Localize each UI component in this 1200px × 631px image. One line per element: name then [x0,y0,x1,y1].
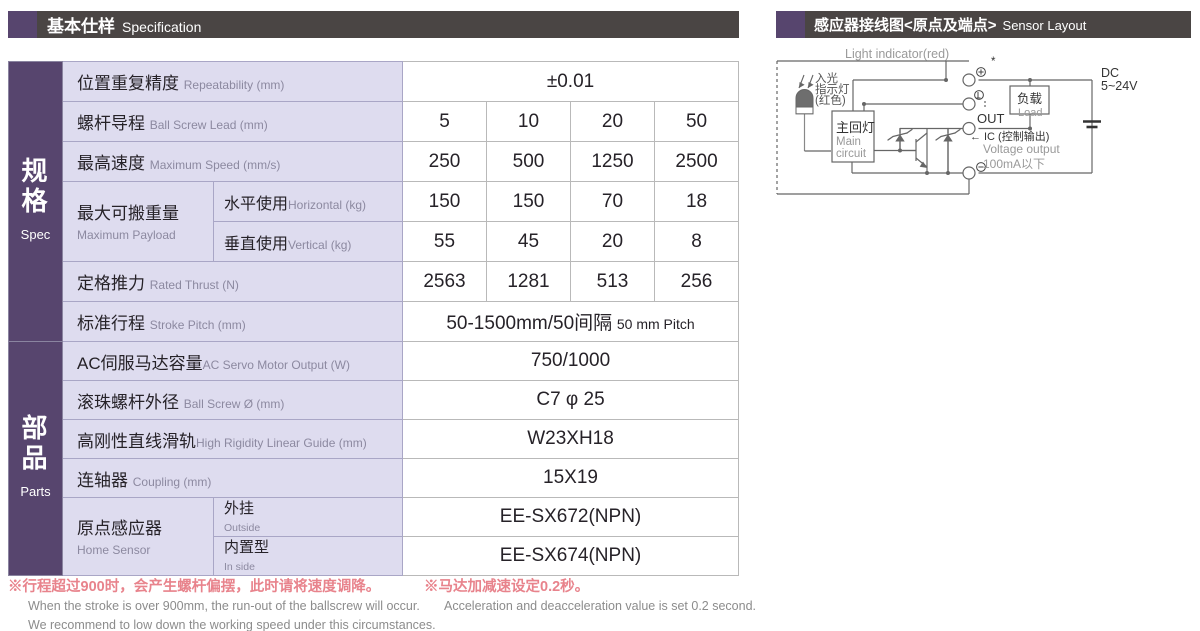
svg-text:负载: 负载 [1017,92,1043,106]
svg-text:*: * [991,56,996,68]
svg-text:5~24V: 5~24V [1101,79,1138,93]
svg-text:Light indicator(red): Light indicator(red) [845,47,949,61]
svg-text:DC: DC [1101,66,1119,80]
svg-text:Load: Load [1018,107,1042,119]
svg-text:Voltage output: Voltage output [983,142,1060,156]
svg-text:入光: 入光 [815,71,838,85]
svg-text:指示灯: 指示灯 [815,82,850,96]
svg-text:OUT: OUT [977,111,1005,126]
svg-text:←: ← [970,131,981,143]
svg-text:IC (控制输出): IC (控制输出) [984,129,1049,143]
svg-text:主回灯: 主回灯 [836,120,875,135]
svg-text:circuit: circuit [836,148,867,160]
svg-text:Main: Main [836,136,861,148]
svg-text:100mA以下: 100mA以下 [983,157,1045,171]
svg-text:(红色): (红色) [815,93,846,107]
